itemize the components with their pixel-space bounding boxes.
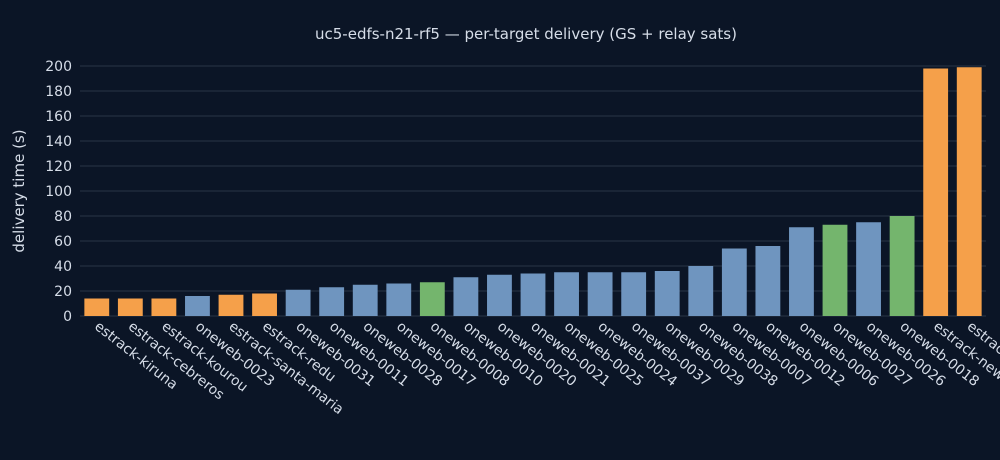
- bar-oneweb-0006: [789, 227, 814, 316]
- bar-oneweb-0018: [889, 216, 915, 316]
- bar-estrack-malargue: [956, 67, 982, 316]
- bar-oneweb-0028: [352, 284, 378, 316]
- gridlines: [80, 65, 986, 317]
- bar-oneweb-0012: [755, 246, 781, 316]
- x-axis-ticks: estrack-kirunaestrack-cebrerosestrack-ko…: [91, 319, 1000, 418]
- bar-oneweb-0023: [185, 296, 210, 316]
- bar-oneweb-0026: [856, 222, 881, 316]
- bar-estrack-kiruna: [84, 298, 110, 316]
- bar-oneweb-0029: [654, 271, 680, 316]
- y-tick-label: 80: [54, 209, 72, 225]
- y-tick-label: 180: [45, 84, 72, 100]
- bar-oneweb-0020: [487, 274, 512, 316]
- bar-estrack-new-norcia: [923, 68, 949, 316]
- chart-title: uc5-edfs-n21-rf5 — per-target delivery (…: [315, 25, 737, 43]
- bar-oneweb-0031: [285, 289, 311, 316]
- bars: [84, 67, 982, 316]
- bar-estrack-redu: [252, 293, 277, 316]
- y-tick-label: 160: [45, 109, 72, 125]
- y-tick-label: 100: [45, 184, 72, 200]
- bar-oneweb-0007: [721, 248, 747, 316]
- y-tick-label: 140: [45, 134, 72, 150]
- bar-oneweb-0021: [520, 273, 546, 316]
- bar-oneweb-0008: [419, 282, 445, 316]
- y-tick-label: 20: [54, 284, 72, 300]
- bar-estrack-cebreros: [117, 298, 143, 316]
- bar-oneweb-0010: [453, 277, 479, 316]
- y-tick-label: 120: [45, 159, 72, 175]
- bar-oneweb-0025: [554, 272, 579, 316]
- y-tick-label: 40: [54, 259, 72, 275]
- bar-oneweb-0011: [319, 287, 345, 316]
- y-tick-label: 200: [45, 59, 72, 75]
- y-axis-title: delivery time (s): [10, 129, 28, 252]
- bar-estrack-santa-maria: [218, 294, 244, 316]
- y-axis-ticks: 0 20 40 60 80 100 120 140 160 180 200: [45, 59, 72, 325]
- bar-oneweb-0017: [386, 283, 412, 316]
- bar-oneweb-0038: [688, 266, 714, 316]
- y-tick-label: 0: [63, 309, 72, 325]
- bar-oneweb-0037: [621, 272, 647, 316]
- bar-estrack-kourou: [151, 298, 177, 316]
- bar-oneweb-0027: [822, 224, 848, 316]
- bar-oneweb-0024: [587, 272, 613, 316]
- y-tick-label: 60: [54, 234, 72, 250]
